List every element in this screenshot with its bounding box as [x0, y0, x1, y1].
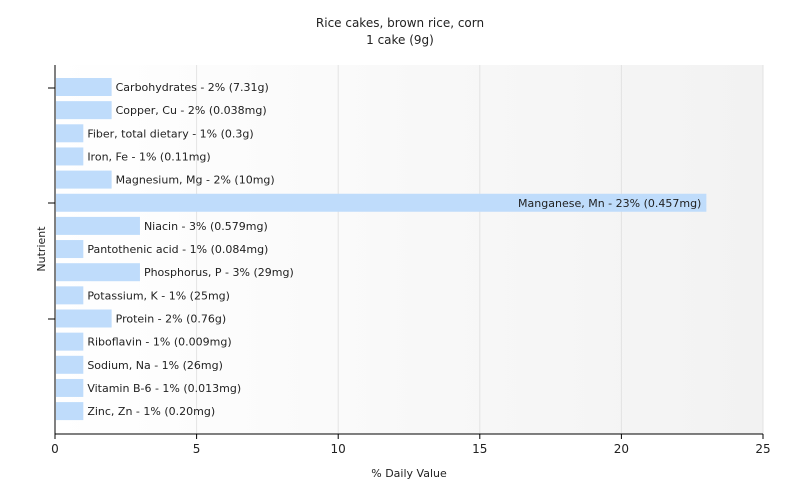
bar-2	[56, 124, 84, 143]
bar-0	[56, 78, 112, 96]
y-axis-title: Nutrient	[35, 226, 48, 272]
bar-14	[56, 402, 84, 421]
bar-3	[56, 147, 84, 166]
bar-label-11: Riboflavin - 1% (0.009mg)	[87, 336, 231, 349]
bar-7	[56, 240, 84, 259]
bar-10	[56, 309, 112, 328]
bar-label-1: Copper, Cu - 2% (0.038mg)	[116, 104, 267, 117]
bar-label-8: Phosphorus, P - 3% (29mg)	[144, 266, 294, 279]
chart-title: Rice cakes, brown rice, corn	[316, 16, 484, 30]
bar-label-13: Vitamin B-6 - 1% (0.013mg)	[87, 382, 241, 395]
bars: Carbohydrates - 2% (7.31g) Copper, Cu - 2…	[56, 78, 707, 421]
bar-label-4: Magnesium, Mg - 2% (10mg)	[116, 174, 275, 187]
plot-background	[55, 65, 763, 434]
bar-6	[56, 216, 140, 235]
bar-5	[56, 193, 707, 212]
x-tick-label-1: 5	[193, 442, 201, 456]
gridlines	[196, 65, 764, 434]
x-tick-label-0: 0	[51, 442, 59, 456]
bar-12	[56, 355, 84, 374]
bar-label-10: Protein - 2% (0.76g)	[116, 313, 227, 326]
bar-label-14: Zinc, Zn - 1% (0.20mg)	[87, 405, 215, 418]
bar-13	[56, 378, 84, 397]
x-tick-label-3: 15	[472, 442, 487, 456]
bar-label-5: Manganese, Mn - 23% (0.457mg)	[518, 197, 701, 210]
bar-8	[56, 263, 140, 282]
bar-label-3: Iron, Fe - 1% (0.11mg)	[87, 150, 210, 163]
chart-subtitle: 1 cake (9g)	[366, 33, 434, 47]
bar-label-9: Potassium, K - 1% (25mg)	[87, 289, 230, 302]
bar-11	[56, 332, 84, 351]
x-tick-label-5: 25	[755, 442, 770, 456]
bar-label-6: Niacin - 3% (0.579mg)	[144, 220, 268, 233]
bar-label-7: Pantothenic acid - 1% (0.084mg)	[87, 243, 268, 256]
x-tick-label-2: 10	[331, 442, 346, 456]
bar-label-2: Fiber, total dietary - 1% (0.3g)	[87, 127, 253, 140]
axes: 0 5 10 15 20 25	[48, 65, 771, 456]
bar-4	[56, 170, 112, 189]
x-axis-title: % Daily Value	[371, 467, 447, 480]
bar-label-0: Carbohydrates - 2% (7.31g)	[116, 81, 269, 94]
bar-label-12: Sodium, Na - 1% (26mg)	[87, 359, 223, 372]
x-tick-label-4: 20	[614, 442, 629, 456]
bar-9	[56, 286, 84, 305]
bar-1	[56, 101, 112, 120]
